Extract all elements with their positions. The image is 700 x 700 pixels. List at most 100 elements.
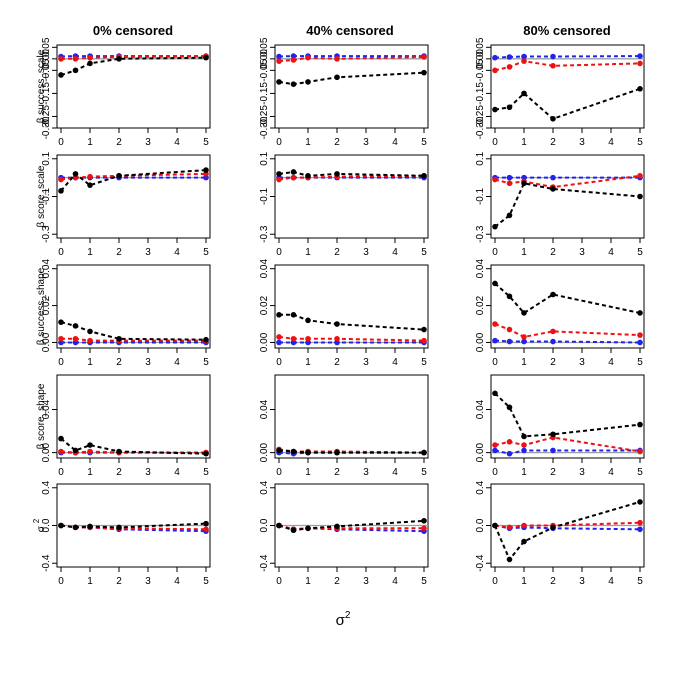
y-tick-label: -0.4 xyxy=(259,554,270,572)
x-tick-label: 4 xyxy=(174,137,180,148)
x-tick-label: 5 xyxy=(421,576,427,587)
x-tick-label: 1 xyxy=(305,137,311,148)
data-point-red xyxy=(550,62,556,69)
x-tick-label: 0 xyxy=(276,357,282,368)
panel-r3-c2: 0 1 2 3 4 5 0.00 0.04 xyxy=(475,374,645,478)
y-axis-label-symbol: σ xyxy=(36,523,47,532)
data-point-blue xyxy=(506,174,513,181)
x-tick-label: 5 xyxy=(421,137,427,148)
y-tick-label: 0.05 xyxy=(259,37,270,57)
series-line-black xyxy=(60,437,207,455)
data-point-black xyxy=(506,404,513,411)
panel-r4-c1: 0 1 2 3 4 5 0.4 0.0 -0.4 xyxy=(259,480,429,587)
y-tick-label: 0.04 xyxy=(41,259,52,279)
y-axis-label-symbol: β xyxy=(36,219,47,228)
data-point-blue xyxy=(521,53,527,60)
data-point-black xyxy=(290,169,297,175)
y-axis-label: σ 2 xyxy=(32,518,47,532)
data-point-red xyxy=(305,335,311,342)
data-point-red xyxy=(334,335,340,342)
data-point-black xyxy=(305,172,311,179)
data-point-red xyxy=(637,172,643,179)
data-point-black xyxy=(116,448,122,455)
y-axis-label-name: success_shape xyxy=(36,267,47,336)
x-tick-label: 1 xyxy=(305,357,311,368)
x-tick-label: 0 xyxy=(58,357,64,368)
data-point-black xyxy=(276,522,282,529)
y-tick-label: -0.05 xyxy=(259,59,270,82)
x-axis-label-superscript: 2 xyxy=(345,610,351,621)
data-point-red xyxy=(521,522,527,529)
data-point-black xyxy=(203,54,209,61)
x-tick-label: 5 xyxy=(637,467,643,478)
x-tick-label: 3 xyxy=(579,137,585,148)
data-point-red xyxy=(305,54,311,61)
data-point-black xyxy=(492,223,498,230)
y-tick-label: 0.00 xyxy=(475,49,486,69)
data-point-black xyxy=(305,317,311,324)
data-point-red xyxy=(421,525,427,532)
data-point-blue xyxy=(637,339,643,346)
data-point-black xyxy=(72,524,79,531)
data-point-red xyxy=(203,526,209,533)
column-title-0: 0% censored xyxy=(93,23,173,38)
y-tick-label: -0.4 xyxy=(41,554,52,572)
x-tick-label: 5 xyxy=(203,137,209,148)
y-tick-label: 0.4 xyxy=(41,480,52,494)
y-tick-label: 0.04 xyxy=(475,399,486,419)
panel-r2-c2: 0 1 2 3 4 5 0.00 0.02 0.04 xyxy=(475,259,645,368)
x-tick-label: 2 xyxy=(116,137,122,148)
panel-r1-c1: 0 1 2 3 4 5 0.1 -0.1 -0.3 xyxy=(259,151,429,258)
x-tick-label: 0 xyxy=(276,576,282,587)
x-tick-label: 4 xyxy=(392,247,398,258)
x-tick-label: 2 xyxy=(550,137,556,148)
data-point-red xyxy=(276,58,282,64)
x-tick-label: 2 xyxy=(116,467,122,478)
panel-frame xyxy=(56,374,211,459)
panel-frame xyxy=(274,374,429,459)
x-tick-label: 0 xyxy=(58,247,64,258)
y-tick-label: 0.0 xyxy=(475,518,486,532)
data-point-black xyxy=(492,280,498,287)
x-tick-label: 1 xyxy=(87,357,93,368)
data-point-black xyxy=(521,433,527,440)
data-point-black xyxy=(550,524,556,531)
data-point-black xyxy=(203,336,209,343)
data-point-black xyxy=(203,450,209,457)
panel-r4-c2: 0 1 2 3 4 5 0.4 0.0 -0.4 xyxy=(475,480,645,587)
panel-frame xyxy=(490,44,645,129)
data-point-black xyxy=(637,310,643,316)
x-tick-label: 1 xyxy=(521,247,527,258)
data-point-black xyxy=(421,517,427,524)
x-tick-label: 0 xyxy=(492,137,498,148)
panel-r2-c1: 0 1 2 3 4 5 0.00 0.02 0.04 xyxy=(259,259,429,368)
y-tick-label: 0.00 xyxy=(259,49,270,69)
y-tick-label: -0.3 xyxy=(475,225,486,243)
data-point-black xyxy=(492,106,498,113)
data-point-red xyxy=(87,54,93,61)
x-tick-label: 2 xyxy=(116,247,122,258)
y-tick-label: -0.15 xyxy=(475,82,486,105)
x-axis-label: σ2 xyxy=(336,610,351,629)
x-tick-label: 2 xyxy=(334,357,340,368)
x-tick-label: 5 xyxy=(637,247,643,258)
data-point-black xyxy=(521,90,527,97)
data-point-black xyxy=(72,447,79,454)
data-point-red xyxy=(506,180,513,187)
data-point-black xyxy=(550,186,556,192)
y-tick-label: -0.15 xyxy=(259,82,270,105)
series-line-black xyxy=(494,500,641,562)
data-point-black xyxy=(334,74,340,81)
y-tick-label: 0.00 xyxy=(259,442,270,462)
data-point-black xyxy=(305,449,311,456)
data-point-red xyxy=(87,337,93,344)
x-tick-label: 0 xyxy=(58,137,64,148)
data-point-black xyxy=(58,319,64,325)
x-tick-label: 3 xyxy=(145,467,151,478)
y-axis-label-symbol: β xyxy=(36,441,47,450)
x-tick-label: 5 xyxy=(421,467,427,478)
data-point-red xyxy=(87,448,93,455)
x-tick-label: 0 xyxy=(492,357,498,368)
data-point-red xyxy=(521,58,527,64)
y-tick-label: 0.02 xyxy=(259,295,270,315)
